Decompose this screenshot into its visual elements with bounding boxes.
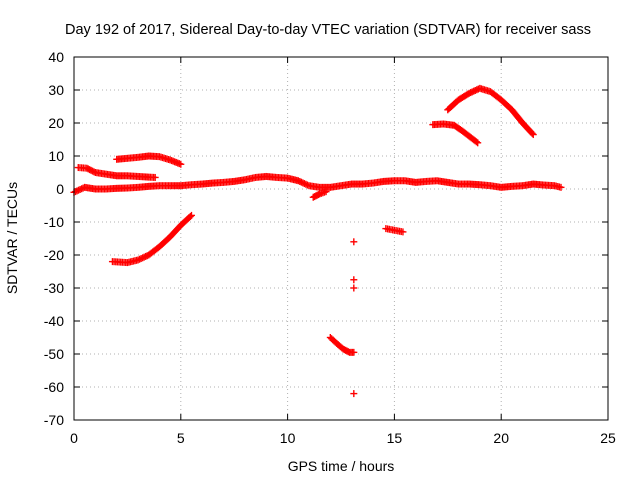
data-point [350, 390, 358, 398]
data-point [140, 253, 148, 261]
y-tick-label: -50 [44, 346, 64, 362]
data-point [151, 173, 159, 181]
x-tick-label: 15 [387, 430, 403, 446]
x-tick-label: 25 [600, 430, 616, 446]
data-point [350, 276, 358, 284]
data-point [296, 177, 304, 185]
data-series [70, 172, 565, 196]
data-point [557, 183, 565, 191]
data-point [465, 89, 473, 97]
data-series [113, 152, 185, 168]
grid [74, 57, 608, 420]
data-point [297, 178, 305, 186]
data-point [474, 139, 482, 147]
data-point [294, 177, 302, 185]
data-point [136, 255, 144, 263]
data-point [75, 186, 83, 194]
x-axis-label: GPS time / hours [288, 458, 395, 474]
y-tick-label: -30 [44, 280, 64, 296]
data-series [444, 84, 537, 139]
data-point [528, 129, 536, 137]
y-tick-label: -10 [44, 214, 64, 230]
data-point [529, 131, 537, 139]
plot-frame [73, 56, 609, 421]
data-point [299, 179, 307, 187]
chart-title: Day 192 of 2017, Sidereal Day-to-day VTE… [65, 22, 591, 38]
data-point [72, 188, 80, 196]
data-point [300, 180, 308, 188]
axis-ticks: -70 -60 -50 -40 -30 -20 -10 0 10 20 30 40 0 5 10 15 20 25 [44, 49, 616, 446]
data-point [470, 87, 478, 95]
data-point [399, 228, 407, 236]
data-point [76, 185, 84, 193]
data-point [302, 180, 310, 188]
data-point [350, 284, 358, 292]
data-series [74, 164, 159, 181]
data-point [137, 255, 145, 263]
data-point [350, 238, 358, 246]
data-point [303, 181, 311, 189]
data-series [350, 238, 358, 398]
y-tick-label: -60 [44, 379, 64, 395]
data-point [472, 138, 480, 146]
y-tick-label: 10 [48, 148, 64, 164]
y-tick-label: 20 [48, 115, 64, 131]
x-tick-label: 20 [493, 430, 509, 446]
data-marks [70, 84, 565, 398]
data-point [142, 252, 150, 260]
y-tick-label: -70 [44, 412, 64, 428]
data-point [78, 185, 86, 193]
data-point [186, 213, 194, 220]
data-series [326, 334, 358, 356]
data-series [108, 211, 195, 267]
data-point [134, 256, 142, 264]
data-point [187, 211, 195, 219]
y-tick-label: -20 [44, 247, 64, 263]
data-point [473, 86, 481, 94]
x-tick-label: 10 [280, 430, 296, 446]
data-point [177, 160, 185, 168]
x-tick-label: 0 [70, 430, 78, 446]
data-point [73, 187, 81, 195]
data-point [322, 188, 330, 196]
y-axis-label: SDTVAR / TECUs [4, 182, 20, 294]
data-point [139, 254, 147, 262]
data-series [382, 225, 407, 236]
data-series [429, 120, 482, 147]
x-tick-label: 5 [177, 430, 185, 446]
y-tick-label: 30 [48, 82, 64, 98]
data-series [309, 188, 330, 201]
data-point [467, 89, 475, 97]
data-point [468, 88, 476, 96]
y-tick-label: 0 [56, 181, 64, 197]
data-point [350, 348, 358, 356]
y-tick-label: -40 [44, 313, 64, 329]
y-tick-label: 40 [48, 49, 64, 65]
data-point [471, 86, 479, 94]
